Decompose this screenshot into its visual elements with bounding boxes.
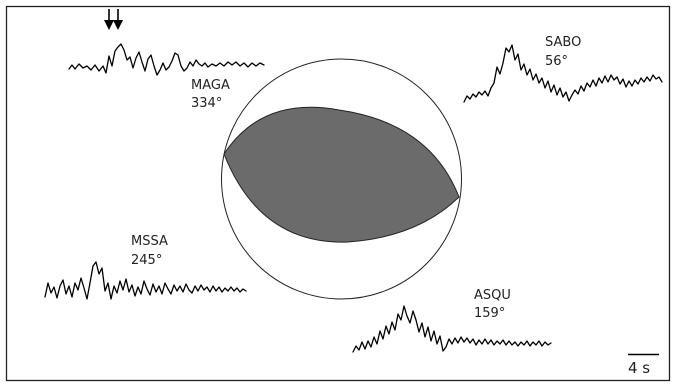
station-name-maga: MAGA [191,78,230,93]
station-azimuth-asqu: 159° [474,306,505,321]
station-name-mssa: MSSA [131,234,168,249]
station-azimuth-sabo: 56° [545,54,568,69]
station-name-asqu: ASQU [474,288,511,303]
seismogram-sabo [463,44,663,103]
time-scale-bar: 4 s [628,353,659,377]
scale-bar-label: 4 s [628,359,650,377]
seismogram-asqu [352,305,552,353]
double-down-arrow-icon [104,9,123,30]
station-asqu: ASQU 159° [352,288,552,353]
station-azimuth-mssa: 245° [131,253,162,268]
station-name-sabo: SABO [545,35,581,50]
seismogram-maga [68,43,265,76]
seismogram-mssa [44,261,247,300]
beach-ball [221,58,462,300]
compressional-quadrant [223,106,460,243]
station-mssa: MSSA 245° [44,234,247,300]
station-azimuth-maga: 334° [191,96,222,111]
station-maga: MAGA 334° [68,9,265,111]
station-sabo: SABO 56° [463,35,663,103]
